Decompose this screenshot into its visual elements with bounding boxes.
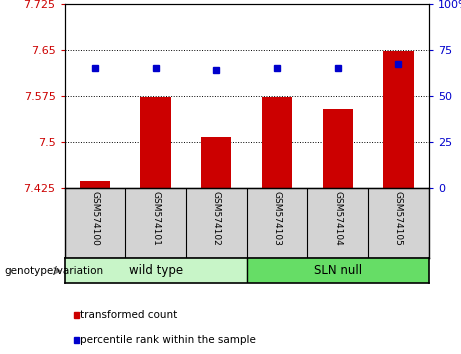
Bar [247,258,429,283]
Text: percentile rank within the sample: percentile rank within the sample [80,335,255,345]
Bar [141,97,171,188]
Text: SLN null: SLN null [313,264,362,277]
Text: wild type: wild type [129,264,183,277]
Bar [262,97,292,188]
Bar [323,109,353,188]
Text: GSM574103: GSM574103 [272,191,282,246]
Bar [65,258,247,283]
Text: GSM574102: GSM574102 [212,191,221,246]
Text: genotype/variation: genotype/variation [5,266,104,276]
Bar [201,137,231,188]
Text: GSM574100: GSM574100 [90,191,100,246]
Text: GSM574105: GSM574105 [394,191,403,246]
Text: GSM574101: GSM574101 [151,191,160,246]
Text: transformed count: transformed count [80,310,177,320]
Bar [383,51,414,188]
Title: GDS5236 / 10435345: GDS5236 / 10435345 [172,0,321,1]
Bar [80,182,110,188]
Text: GSM574104: GSM574104 [333,191,342,246]
